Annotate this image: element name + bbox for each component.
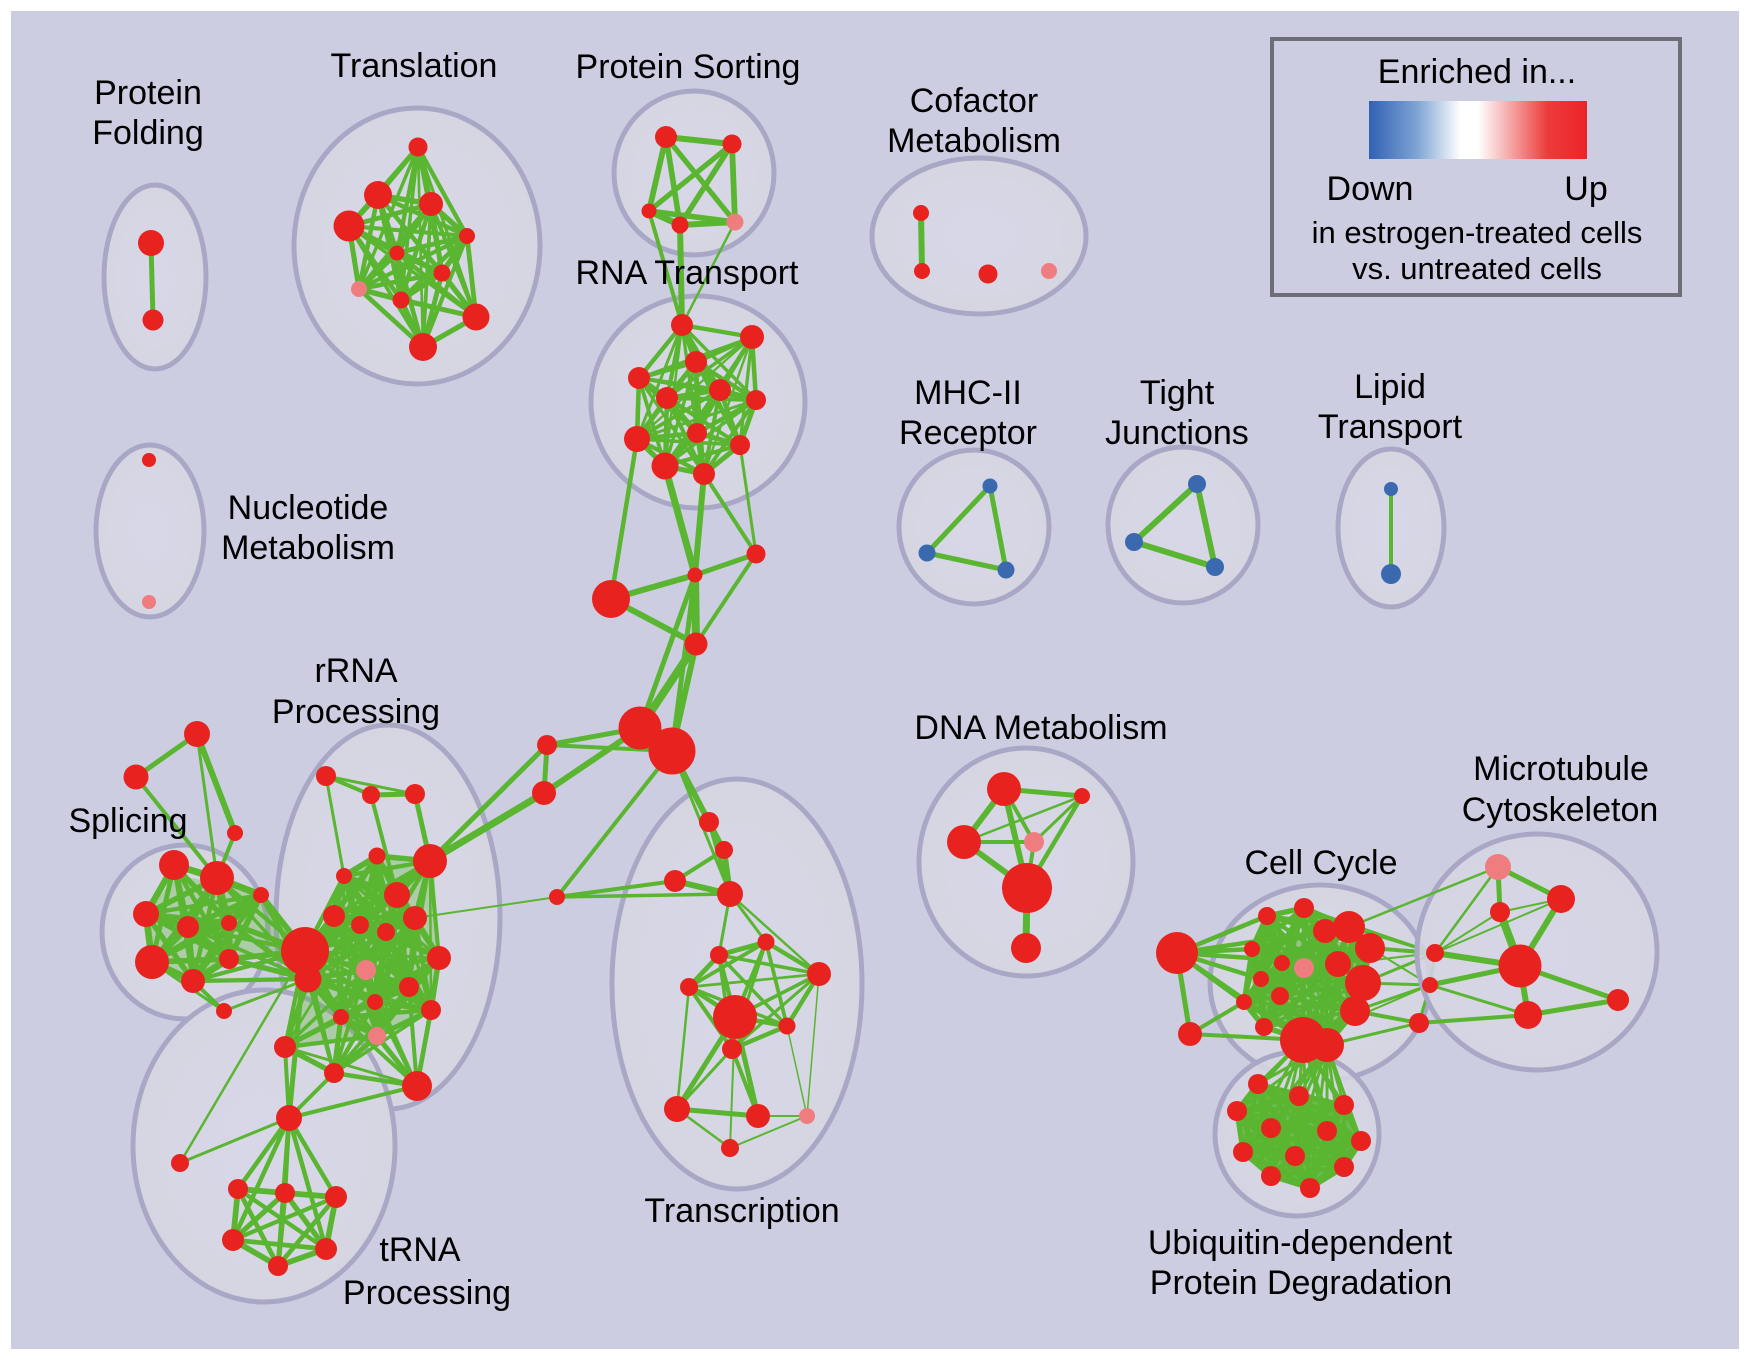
svg-text:vs. untreated cells: vs. untreated cells: [1352, 251, 1602, 286]
svg-text:Cytoskeleton: Cytoskeleton: [1462, 791, 1659, 829]
svg-text:Translation: Translation: [331, 47, 498, 85]
svg-text:Transcription: Transcription: [644, 1192, 839, 1230]
svg-text:Processing: Processing: [272, 693, 440, 731]
svg-text:tRNA: tRNA: [379, 1231, 461, 1269]
svg-text:Lipid: Lipid: [1354, 368, 1426, 406]
svg-text:Up: Up: [1564, 170, 1607, 208]
svg-text:RNA Transport: RNA Transport: [576, 254, 800, 292]
svg-text:Cell Cycle: Cell Cycle: [1244, 844, 1397, 882]
svg-text:DNA Metabolism: DNA Metabolism: [914, 709, 1167, 747]
svg-text:in estrogen-treated cells: in estrogen-treated cells: [1312, 215, 1643, 250]
svg-text:Nucleotide: Nucleotide: [228, 489, 389, 527]
svg-text:Splicing: Splicing: [68, 802, 187, 840]
svg-text:Receptor: Receptor: [899, 414, 1037, 452]
svg-text:Microtubule: Microtubule: [1473, 750, 1649, 788]
svg-text:Folding: Folding: [92, 114, 204, 152]
svg-text:Protein Degradation: Protein Degradation: [1150, 1264, 1452, 1302]
svg-text:Enriched in...: Enriched in...: [1378, 53, 1576, 91]
svg-text:Ubiquitin-dependent: Ubiquitin-dependent: [1148, 1224, 1453, 1262]
svg-text:Metabolism: Metabolism: [221, 529, 395, 567]
svg-text:Junctions: Junctions: [1105, 414, 1249, 452]
svg-text:Protein: Protein: [94, 74, 202, 112]
svg-text:Metabolism: Metabolism: [887, 122, 1061, 160]
svg-text:rRNA: rRNA: [314, 652, 397, 690]
svg-text:Down: Down: [1327, 170, 1414, 208]
svg-text:Processing: Processing: [343, 1274, 511, 1312]
svg-text:Cofactor: Cofactor: [910, 82, 1039, 120]
svg-text:Tight: Tight: [1140, 374, 1215, 412]
svg-text:Protein Sorting: Protein Sorting: [576, 48, 801, 86]
svg-text:Transport: Transport: [1318, 408, 1463, 446]
svg-text:MHC-II: MHC-II: [914, 374, 1022, 412]
